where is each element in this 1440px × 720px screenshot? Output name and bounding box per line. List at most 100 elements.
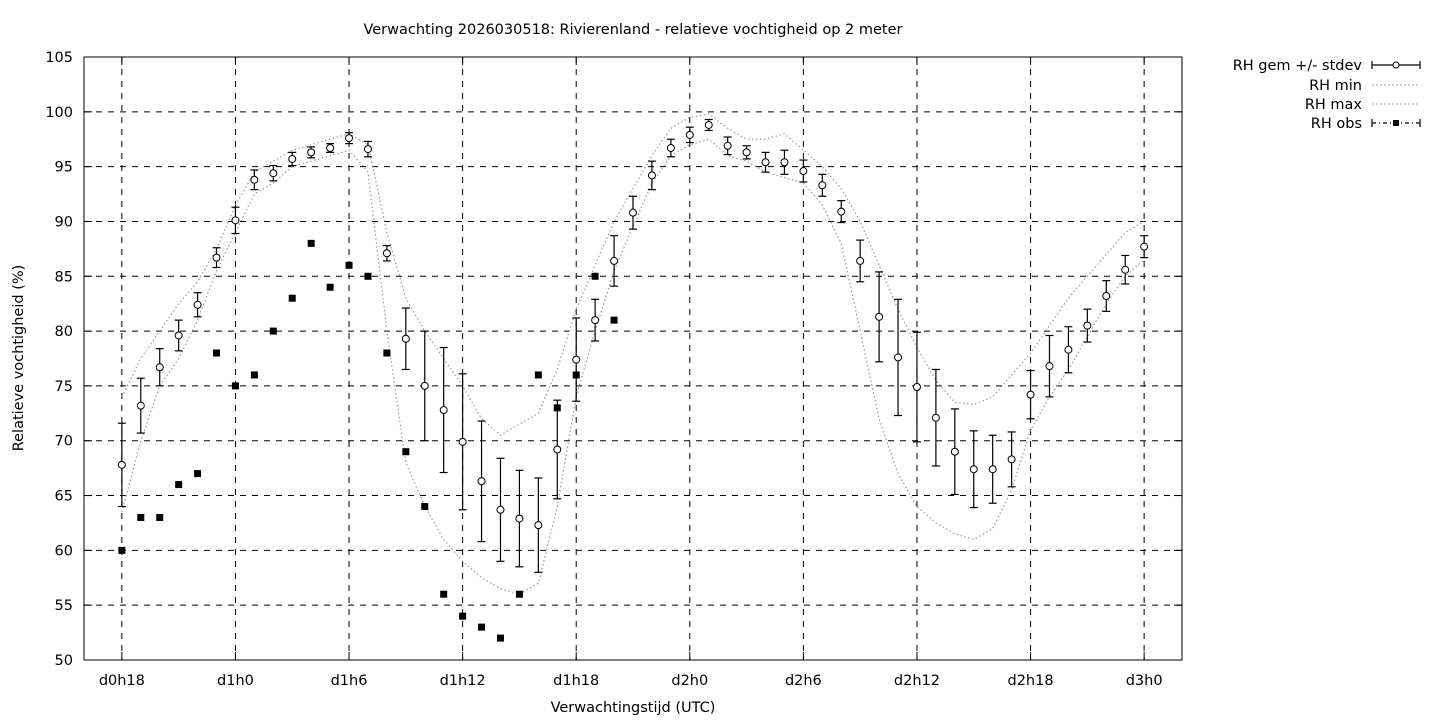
legend-label: RH gem +/- stdev <box>1233 58 1363 74</box>
rh-mean-errorbar <box>212 247 221 269</box>
rh-obs-point <box>269 327 277 335</box>
rh-obs-point <box>156 513 164 521</box>
x-axis-label: Verwachtingstijd (UTC) <box>551 700 716 716</box>
rh-mean-errorbar <box>704 118 713 132</box>
rh-mean-errorbar <box>193 292 202 318</box>
legend-label: RH obs <box>1311 116 1362 132</box>
rh-mean-point <box>950 447 959 456</box>
rh-mean-point <box>742 148 751 157</box>
rh-mean-point <box>136 401 145 410</box>
rh-obs-point <box>175 481 183 489</box>
y-tick-label: 55 <box>55 598 73 614</box>
rh-mean-errorbar <box>666 138 675 158</box>
rh-obs-point <box>118 546 126 554</box>
rh-mean-errorbar <box>269 164 278 182</box>
rh-mean-errorbar <box>837 200 846 224</box>
rh-mean-errorbar <box>875 271 884 363</box>
x-tick-label: d1h0 <box>217 673 254 689</box>
rh-mean-errorbar <box>931 368 940 467</box>
rh-mean-errorbar <box>1083 308 1092 343</box>
rh-mean-point <box>629 208 637 217</box>
rh-obs-point <box>326 283 334 291</box>
legend-mean-marker <box>1392 61 1400 69</box>
rh-mean-point <box>1121 265 1130 274</box>
y-tick-label: 70 <box>55 434 73 450</box>
rh-mean-errorbar <box>629 195 637 230</box>
rh-obs-point <box>250 371 258 379</box>
rh-mean-point <box>799 167 808 176</box>
rh-mean-errorbar <box>439 346 448 474</box>
y-tick-label: 85 <box>55 269 73 285</box>
rh-mean-point <box>780 158 789 167</box>
x-tick-label: d0h18 <box>99 673 145 689</box>
rh-obs-point <box>534 371 542 379</box>
x-tick-label: d1h18 <box>553 673 599 689</box>
rh-obs-point <box>553 404 561 412</box>
y-tick-label: 60 <box>55 543 73 559</box>
rh-obs-point <box>364 272 372 280</box>
y-tick-label: 95 <box>55 160 73 176</box>
x-tick-label: d1h6 <box>331 673 368 689</box>
rh-mean-point <box>326 143 335 152</box>
rh-mean-point <box>591 316 600 325</box>
rh-mean-errorbar <box>1045 334 1054 398</box>
rh-obs-point <box>288 294 296 302</box>
rh-obs-point <box>402 448 410 456</box>
rh-mean-point <box>894 353 903 362</box>
rh-obs-point <box>440 590 448 598</box>
rh-mean-errorbar <box>382 244 391 262</box>
grid-lines <box>84 57 1182 660</box>
rh-mean-errorbar <box>988 434 997 504</box>
rh-mean-errorbar <box>515 469 524 568</box>
rh-mean-point <box>269 169 278 178</box>
rh-mean-point <box>496 505 505 514</box>
rh-mean-errorbar <box>761 151 770 173</box>
rh-mean-errorbar <box>288 151 297 167</box>
rh-obs-point <box>137 513 145 521</box>
legend-label: RH min <box>1309 78 1362 94</box>
rh-min-line <box>121 138 1145 595</box>
rh-mean-point <box>818 181 827 190</box>
rh-obs-point <box>194 470 202 478</box>
data-series <box>117 113 1149 642</box>
rh-mean-errorbar <box>136 377 145 434</box>
rh-obs-point <box>213 349 221 357</box>
rh-mean-errorbar <box>307 146 316 159</box>
rh-mean-errorbar <box>458 373 467 511</box>
rh-mean-errorbar <box>401 307 410 371</box>
rh-mean-errorbar <box>969 430 978 509</box>
rh-mean-point <box>458 437 467 446</box>
rh-mean-point <box>1102 292 1111 301</box>
rh-obs-point <box>591 272 599 280</box>
rh-mean-point <box>553 445 562 454</box>
y-tick-label: 65 <box>55 489 73 505</box>
rh-mean-point <box>1045 362 1054 371</box>
rh-mean-errorbar <box>1007 431 1016 488</box>
rh-mean-errorbar <box>818 173 827 197</box>
rh-mean-point <box>837 207 846 216</box>
y-tick-label: 90 <box>55 214 73 230</box>
y-tick-label: 50 <box>55 653 73 669</box>
rh-obs-point <box>345 261 353 269</box>
rh-mean-point <box>515 514 524 523</box>
x-tick-label: d2h18 <box>1008 673 1054 689</box>
y-tick-label: 105 <box>45 50 73 66</box>
rh-mean-point <box>666 143 675 152</box>
x-tick-label: d1h12 <box>440 673 486 689</box>
rh-mean-point <box>345 134 354 143</box>
rh-mean-errorbar <box>685 126 694 144</box>
rh-mean-errorbar <box>723 136 732 156</box>
rh-mean-errorbar <box>117 422 126 508</box>
rh-mean-point <box>1007 455 1016 464</box>
rh-mean-errorbar <box>950 408 959 496</box>
rh-mean-errorbar <box>174 319 183 352</box>
rh-obs-point <box>572 371 580 379</box>
rh-mean-point <box>174 331 183 340</box>
rh-mean-errorbar <box>496 457 505 562</box>
rh-mean-errorbar <box>1064 326 1073 374</box>
legend-label: RH max <box>1305 97 1363 113</box>
rh-mean-errorbar <box>856 239 865 283</box>
rh-mean-point <box>1140 242 1149 251</box>
rh-mean-point <box>704 120 713 129</box>
